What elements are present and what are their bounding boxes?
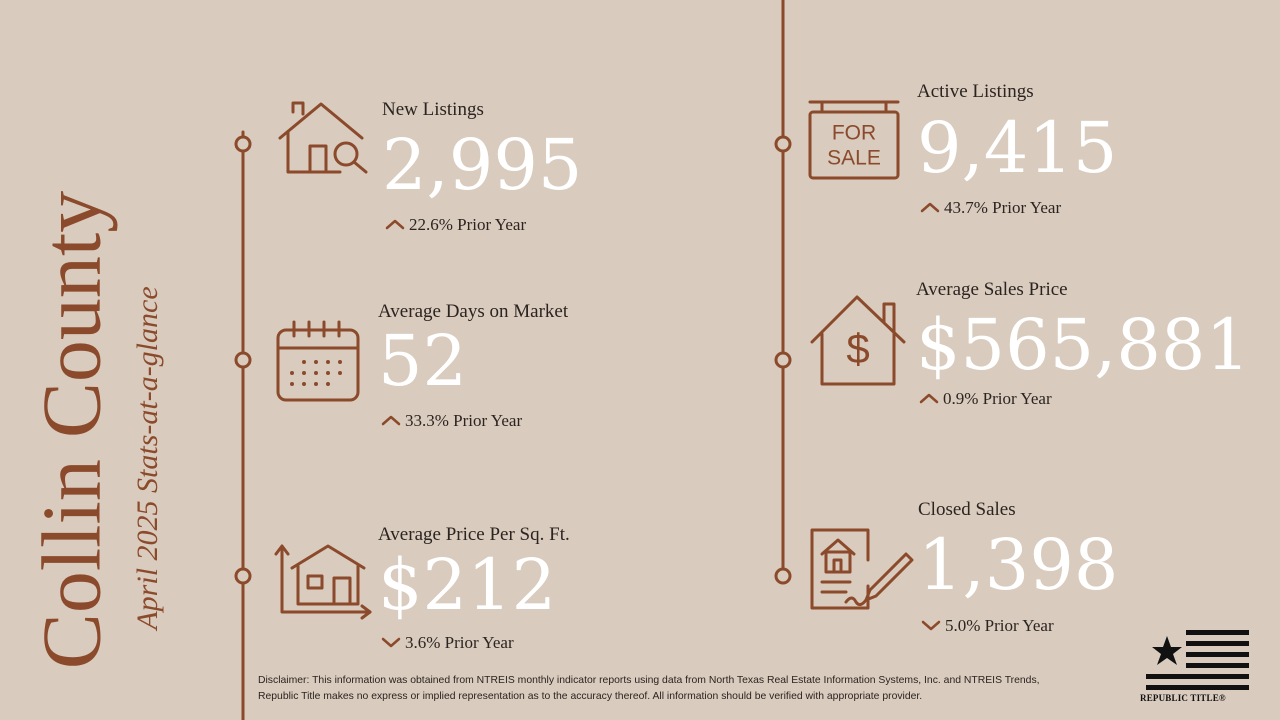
- stat-change: 33.3% Prior Year: [405, 411, 523, 430]
- timeline-dots: [234, 135, 792, 585]
- disclaimer: Disclaimer: This information was obtaine…: [258, 675, 1040, 702]
- svg-text:SALE: SALE: [827, 147, 881, 170]
- stat-label: New Listings: [382, 99, 484, 120]
- stat-label: Closed Sales: [918, 499, 1016, 520]
- stat-change: 0.9% Prior Year: [943, 389, 1052, 408]
- logo-mark: [1146, 630, 1249, 690]
- icon-calendar: [276, 320, 360, 402]
- stat-value: $212: [378, 544, 557, 626]
- icon-contract: [810, 528, 914, 610]
- change-arrow: [385, 219, 405, 230]
- stat-change: 3.6% Prior Year: [405, 633, 514, 652]
- icon-for-sale: FOR SALE: [808, 100, 900, 180]
- logo-text: REPUBLIC TITLE®: [1140, 693, 1226, 703]
- stat-change: 5.0% Prior Year: [945, 616, 1054, 635]
- icon-house-dollar: $: [810, 295, 906, 386]
- stat-label: Average Sales Price: [916, 279, 1068, 300]
- stat-change: 43.7% Prior Year: [944, 198, 1062, 217]
- icon-house-search: [278, 101, 368, 174]
- change-arrow: [920, 202, 940, 213]
- change-arrow: [381, 415, 401, 426]
- change-arrow: [381, 637, 401, 648]
- change-arrow: [921, 620, 941, 631]
- stat-value: $565,881: [916, 304, 1251, 386]
- stat-label: Average Price Per Sq. Ft.: [378, 524, 570, 545]
- stat-value: 2,995: [382, 124, 583, 206]
- subtitle: April 2025 Stats-at-a-glance: [131, 286, 164, 631]
- stat-label: Active Listings: [917, 81, 1034, 102]
- stat-value: 52: [378, 320, 468, 402]
- stat-change: 22.6% Prior Year: [409, 215, 527, 234]
- change-arrow: [919, 393, 939, 404]
- stat-value: 1,398: [918, 524, 1119, 606]
- title: Collin County: [25, 191, 118, 669]
- svg-text:FOR: FOR: [832, 122, 876, 145]
- svg-text:$: $: [846, 325, 869, 372]
- icon-house-area: [274, 544, 372, 620]
- stat-value: 9,415: [917, 107, 1118, 189]
- stat-label: Average Days on Market: [378, 301, 569, 322]
